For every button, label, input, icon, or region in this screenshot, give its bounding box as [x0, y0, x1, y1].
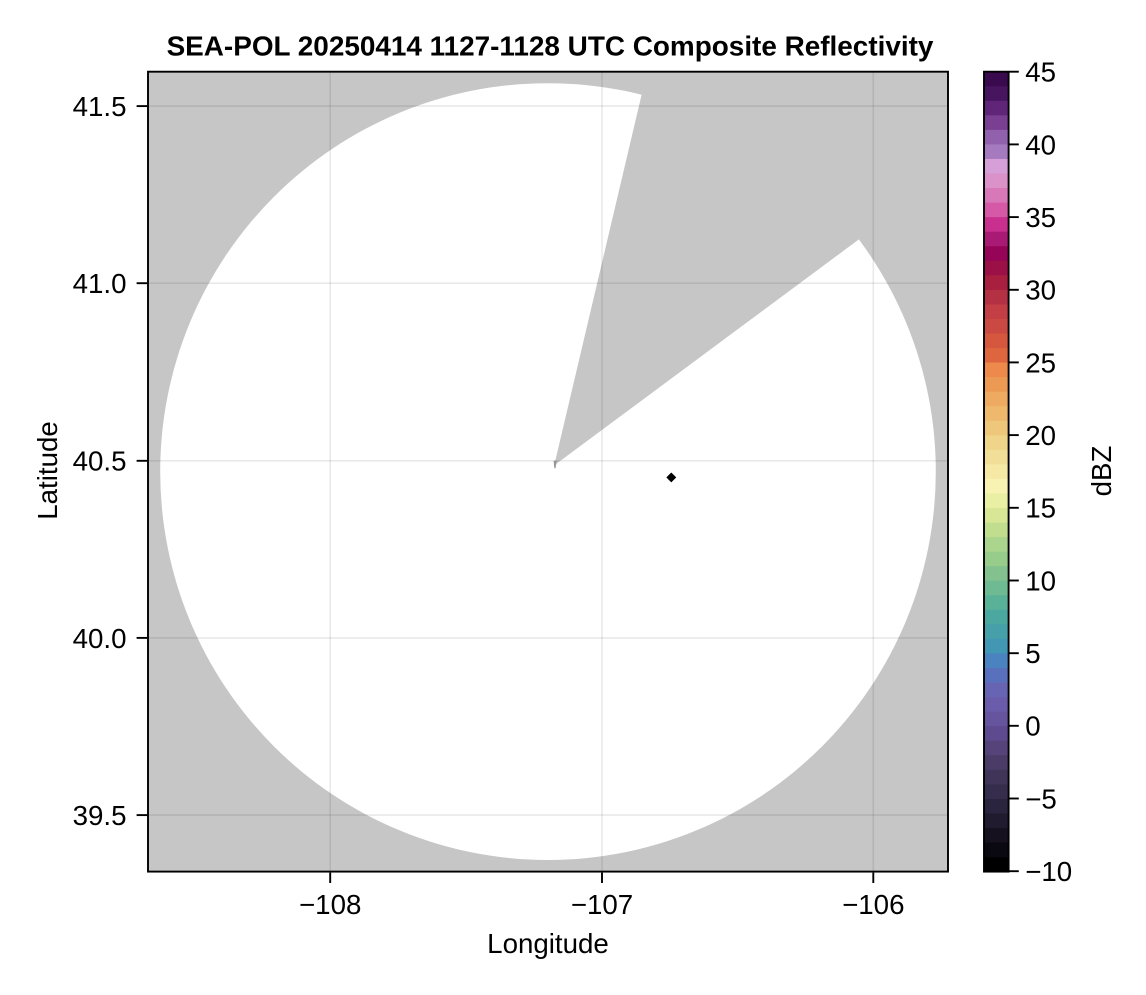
- svg-text:−5: −5: [1025, 783, 1057, 814]
- svg-text:dBZ: dBZ: [1086, 446, 1117, 497]
- svg-text:45: 45: [1025, 57, 1056, 88]
- svg-text:10: 10: [1025, 565, 1056, 596]
- svg-text:SEA-POL 20250414 1127-1128 UTC: SEA-POL 20250414 1127-1128 UTC Composite…: [167, 31, 934, 62]
- svg-text:0: 0: [1025, 711, 1040, 742]
- svg-text:40.5: 40.5: [73, 446, 127, 477]
- svg-text:40.0: 40.0: [73, 623, 127, 654]
- svg-text:25: 25: [1025, 347, 1056, 378]
- svg-text:39.5: 39.5: [73, 800, 127, 831]
- svg-text:−10: −10: [1025, 856, 1072, 887]
- svg-text:41.0: 41.0: [73, 268, 127, 299]
- svg-text:20: 20: [1025, 420, 1056, 451]
- svg-text:40: 40: [1025, 129, 1056, 160]
- svg-text:−108: −108: [299, 889, 361, 920]
- svg-text:15: 15: [1025, 493, 1056, 524]
- svg-text:5: 5: [1025, 638, 1040, 669]
- svg-text:−107: −107: [571, 889, 633, 920]
- svg-text:35: 35: [1025, 202, 1056, 233]
- svg-text:Longitude: Longitude: [487, 928, 609, 959]
- svg-text:−106: −106: [842, 889, 904, 920]
- svg-text:Latitude: Latitude: [32, 421, 63, 520]
- svg-text:41.5: 41.5: [73, 91, 127, 122]
- svg-text:30: 30: [1025, 275, 1056, 306]
